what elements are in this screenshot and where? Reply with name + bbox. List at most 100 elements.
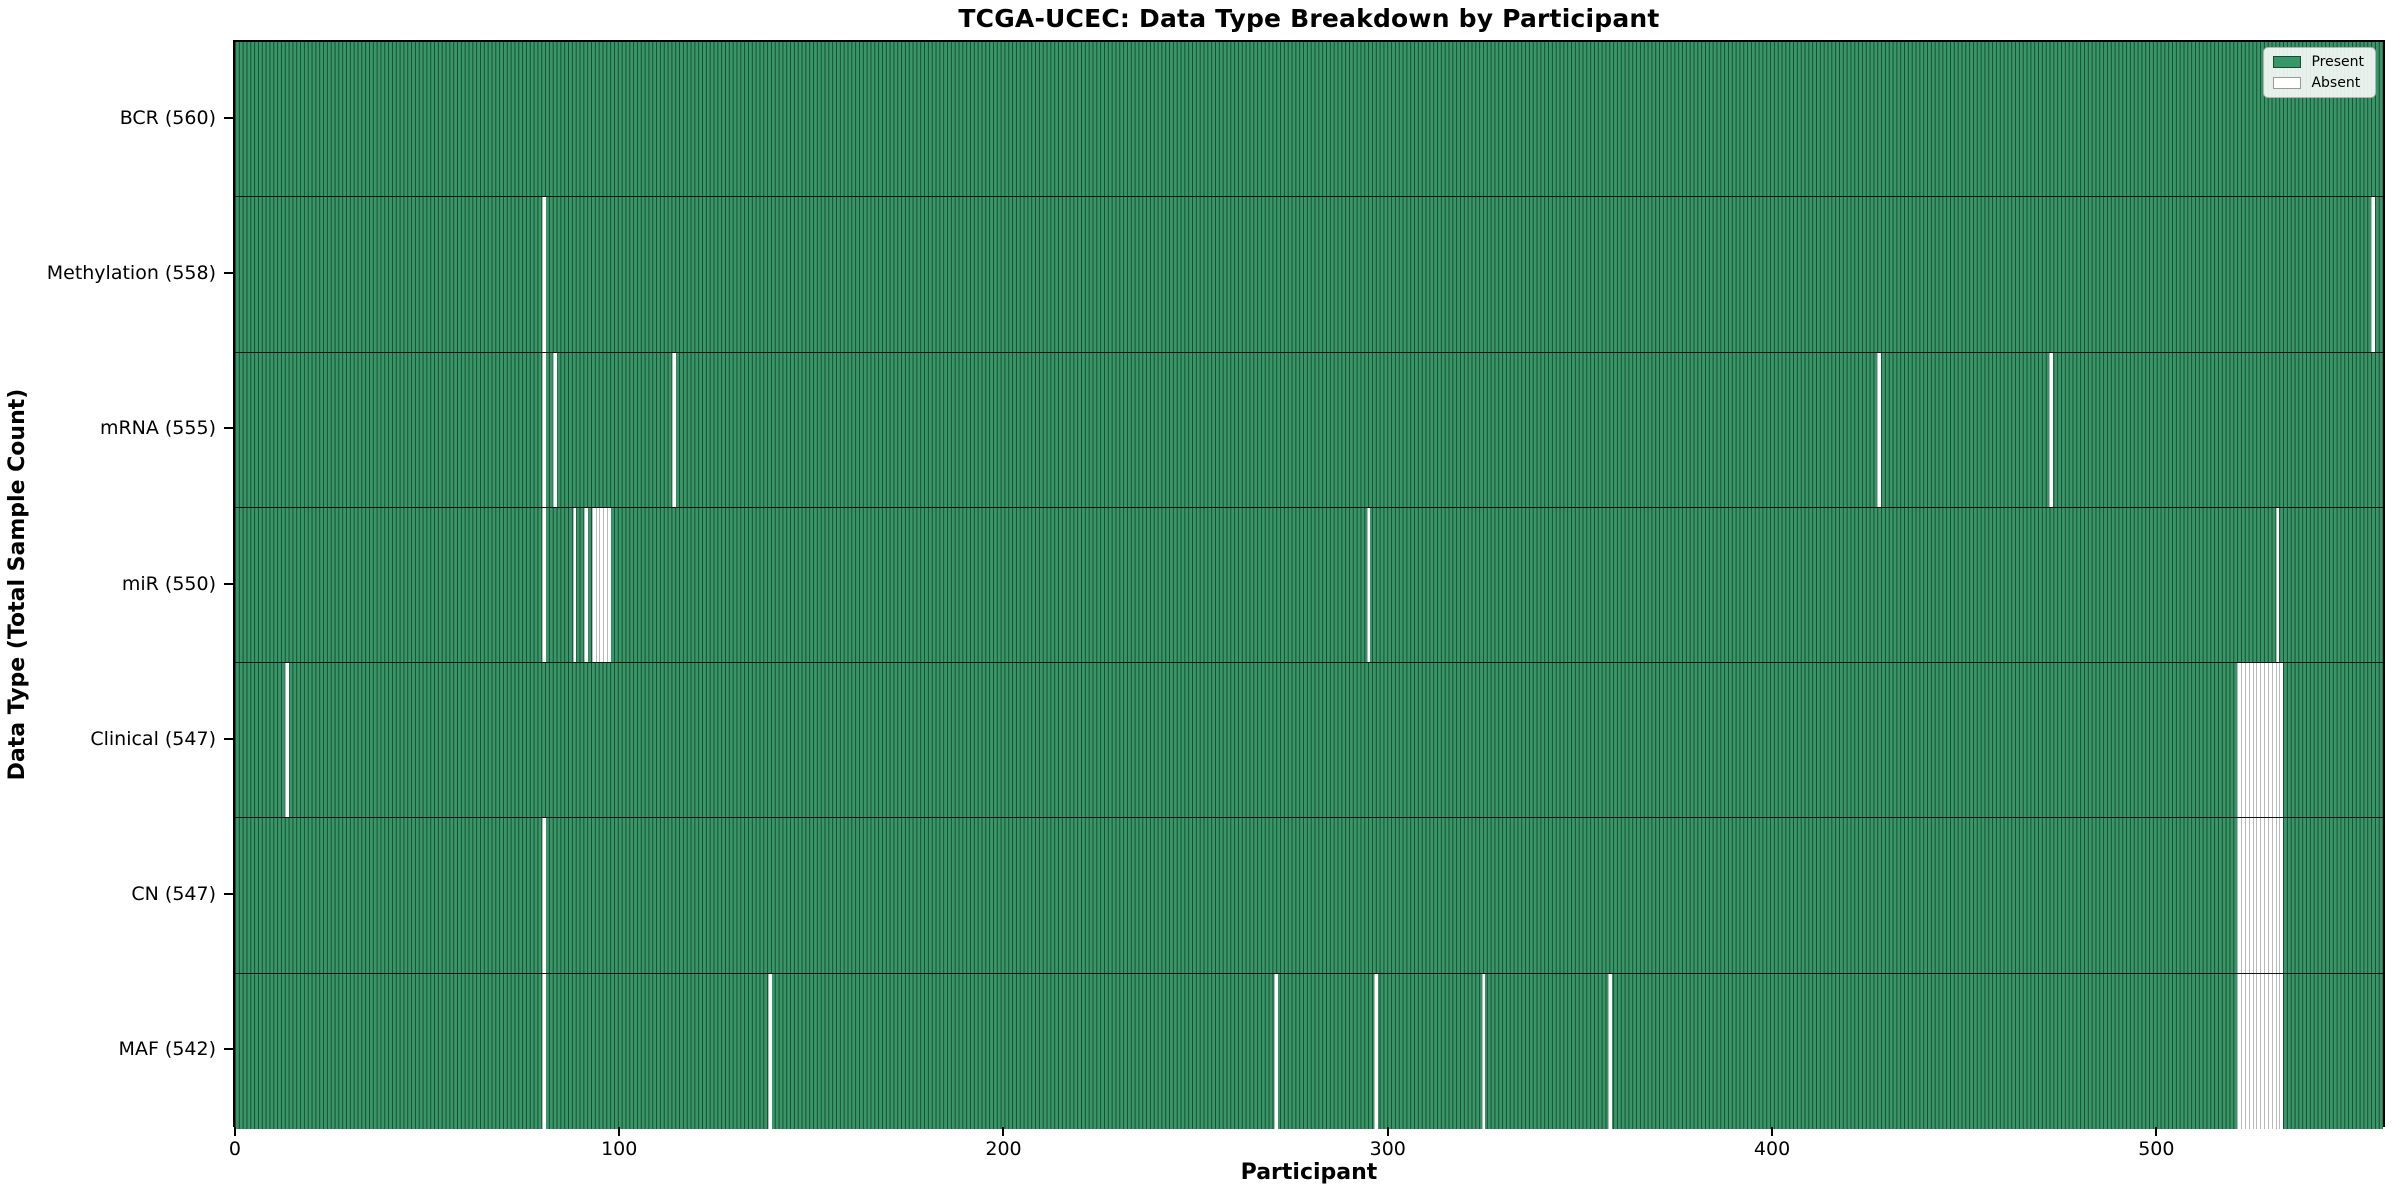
heatmap-row-methylation [235, 197, 2383, 353]
x-tick-label: 400 [1753, 1138, 1791, 1160]
heatmap-row-cn [235, 818, 2383, 974]
absent-mark [2267, 818, 2272, 973]
absent-mark [2241, 663, 2245, 818]
absent-mark [2241, 973, 2245, 1129]
y-tick-label: miR (550) [121, 572, 216, 595]
absent-mark [2237, 663, 2242, 818]
absent-mark [1374, 973, 1379, 1129]
present-bars [235, 663, 2383, 818]
absent-mark [2248, 818, 2253, 973]
absent-mark [2244, 818, 2249, 973]
absent-mark [2237, 973, 2242, 1129]
absent-mark [603, 507, 608, 663]
heatmap-row-mrna [235, 352, 2383, 508]
y-tick-label: MAF (542) [118, 1038, 216, 1061]
absent-mark [2248, 973, 2253, 1129]
chart-title: TCGA-UCEC: Data Type Breakdown by Partic… [958, 4, 1660, 33]
present-bars [235, 197, 2383, 352]
x-tick-label: 300 [1369, 1138, 1406, 1160]
absent-mark [584, 507, 588, 663]
absent-mark [1481, 973, 1486, 1129]
absent-mark [1274, 973, 1279, 1129]
absent-mark [2271, 973, 2276, 1129]
y-tick-mark [224, 893, 233, 896]
y-tick-label: Methylation (558) [46, 261, 216, 284]
absent-mark [1366, 507, 1371, 663]
y-tick-label: BCR (560) [119, 106, 216, 129]
absent-mark [2248, 663, 2253, 818]
absent-mark [2279, 973, 2284, 1129]
absent-mark [2275, 507, 2280, 663]
heatmap-row-bcr [235, 42, 2383, 198]
legend-label: Present [2311, 54, 2364, 70]
absent-mark [2237, 818, 2242, 973]
absent-mark [553, 352, 558, 507]
absent-mark [2241, 818, 2245, 973]
absent-mark [2256, 973, 2261, 1129]
y-axis-label: Data Type (Total Sample Count) [5, 388, 30, 781]
absent-mark [2279, 663, 2284, 818]
present-bars [235, 973, 2383, 1129]
present-bars [235, 507, 2383, 663]
y-tick-label: mRNA (555) [99, 417, 216, 440]
present-bars [235, 42, 2383, 197]
absent-mark [2275, 818, 2280, 973]
x-tick-label: 200 [985, 1138, 1022, 1160]
absent-mark [2264, 973, 2268, 1129]
absent-mark [541, 973, 546, 1129]
absent-mark [2252, 818, 2257, 973]
x-axis-label: Participant [1240, 1160, 1378, 1185]
legend-swatch-present [2273, 56, 2302, 68]
legend-label: Absent [2311, 75, 2361, 91]
legend-item-present: Present [2273, 55, 2364, 69]
absent-mark [2256, 663, 2261, 818]
y-tick-mark [224, 427, 233, 430]
absent-mark [2275, 663, 2280, 818]
absent-mark [2049, 352, 2054, 507]
absent-mark [2260, 818, 2265, 973]
absent-mark [541, 352, 546, 507]
absent-mark [599, 507, 604, 663]
present-bars [235, 818, 2383, 973]
y-tick-mark [224, 582, 233, 585]
absent-mark [541, 507, 546, 663]
y-tick-mark [224, 737, 233, 740]
absent-mark [2260, 663, 2265, 818]
absent-mark [2267, 973, 2272, 1129]
legend-swatch-absent [2273, 77, 2302, 89]
x-tick-label: 500 [2138, 1138, 2175, 1160]
x-tick-label: 0 [228, 1138, 241, 1160]
y-tick-label: CN (547) [131, 883, 216, 906]
legend-item-absent: Absent [2273, 76, 2364, 90]
absent-mark [2371, 197, 2376, 352]
absent-mark [541, 197, 546, 352]
x-tick-label: 100 [601, 1138, 638, 1160]
absent-mark [2271, 818, 2276, 973]
y-tick-mark [224, 271, 233, 274]
absent-mark [2279, 818, 2284, 973]
absent-mark [2271, 663, 2276, 818]
present-bars [235, 352, 2383, 507]
absent-mark [1876, 352, 1881, 507]
heatmap-row-clinical [235, 663, 2383, 819]
absent-mark [2267, 663, 2272, 818]
absent-mark [2252, 973, 2257, 1129]
plot-area [233, 40, 2385, 1129]
absent-mark [2244, 973, 2249, 1129]
absent-mark [2260, 973, 2265, 1129]
absent-mark [2264, 663, 2268, 818]
heatmap-row-maf [235, 973, 2383, 1129]
absent-mark [591, 507, 596, 663]
absent-mark [284, 663, 289, 818]
absent-mark [2264, 818, 2268, 973]
y-tick-mark [224, 116, 233, 119]
absent-mark [2275, 973, 2280, 1129]
y-tick-mark [224, 1048, 233, 1051]
y-tick-label: Clinical (547) [90, 727, 216, 750]
heatmap-row-mir [235, 507, 2383, 664]
absent-mark [607, 507, 611, 663]
absent-mark [2244, 663, 2249, 818]
absent-mark [1608, 973, 1612, 1129]
absent-mark [2256, 818, 2261, 973]
absent-mark [672, 352, 677, 507]
